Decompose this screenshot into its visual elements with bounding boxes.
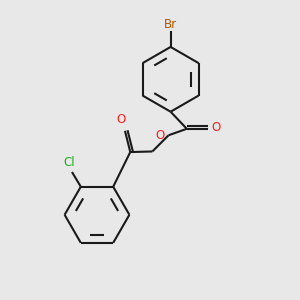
Text: O: O xyxy=(116,112,125,126)
Text: O: O xyxy=(212,122,221,134)
Text: O: O xyxy=(156,129,165,142)
Text: Cl: Cl xyxy=(64,156,75,169)
Text: Br: Br xyxy=(164,18,177,31)
